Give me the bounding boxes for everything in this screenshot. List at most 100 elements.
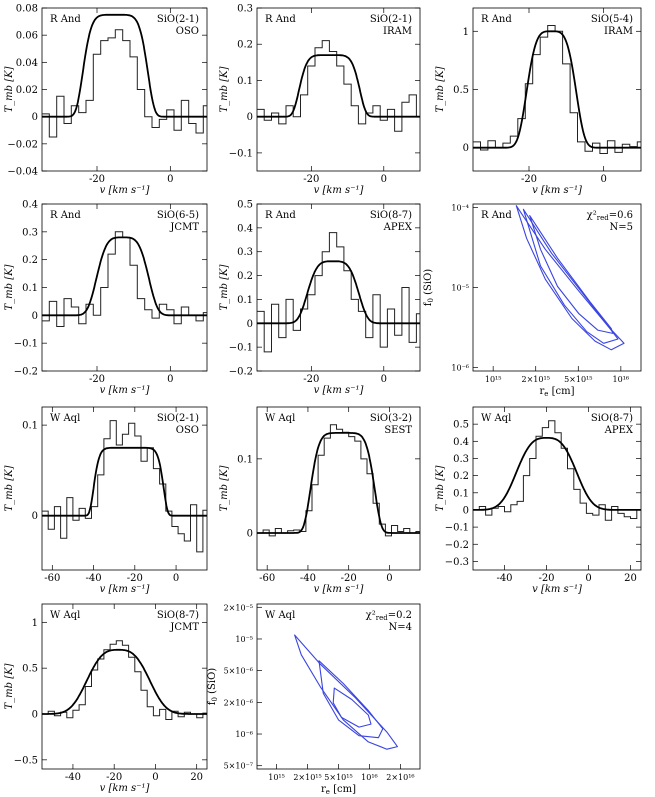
y-tick-label: 0.1: [22, 421, 38, 432]
x-axis-label: v [km s⁻¹]: [532, 584, 582, 595]
chi2-symbol: χ²: [587, 210, 597, 221]
x-tick-label: 10¹⁵: [485, 375, 502, 384]
x-axis-unit: [cm]: [330, 784, 356, 795]
model-profile: [257, 260, 420, 325]
y-tick-label: 0: [247, 319, 253, 330]
x-tick-label: -20: [341, 573, 357, 584]
observed-spectrum: [473, 25, 641, 154]
x-axis-label: re [cm]: [539, 386, 574, 398]
x-tick-label: 10¹⁵: [268, 773, 285, 782]
transition-label: SiO(3-2): [370, 413, 412, 424]
observed-spectrum: [42, 420, 207, 553]
y-tick-label: 0: [32, 710, 38, 721]
x-axis-label: re [cm]: [321, 784, 356, 796]
y-axis-label: T_mb [K]: [219, 465, 230, 511]
x-axis-label: v [km s⁻¹]: [100, 385, 150, 396]
chi2-subscript: red: [376, 614, 388, 622]
y-tick-label: 0.06: [16, 31, 38, 42]
y-axis-label: T_mb [K]: [4, 663, 15, 709]
confidence-contour: [318, 660, 384, 739]
x-axis-label: v [km s⁻¹]: [314, 584, 364, 595]
panel-frame: [41, 603, 208, 770]
y-tick-label: 0.2: [453, 471, 469, 482]
x-tick-label: -20: [521, 174, 537, 185]
y-axis-unit: (SiO): [207, 668, 218, 697]
x-tick-label: 0: [381, 374, 387, 385]
x-tick-label: -20: [538, 573, 554, 584]
telescope-label: APEX: [604, 425, 634, 436]
panel-4: -20 0 −0.2 −0.1 0 0.1 0.2 0.3 0.4 R And SiO(6-5)JC…: [4, 200, 208, 396]
y-axis-symbol: f: [207, 700, 218, 705]
confidence-contour: [332, 687, 372, 728]
y-tick-label: 0.4: [22, 200, 38, 211]
x-axis-label: v [km s⁻¹]: [532, 185, 582, 196]
y-axis-label: T_mb [K]: [435, 465, 446, 511]
model-profile: [257, 54, 420, 118]
x-axis-label: v [km s⁻¹]: [314, 185, 364, 196]
y-tick-label: 0: [32, 112, 38, 123]
model-profile: [42, 648, 207, 715]
star-label: R And: [265, 210, 296, 221]
x-tick-label: -40: [496, 573, 512, 584]
y-tick-label: 0: [32, 511, 38, 522]
y-tick-label: 10⁻⁶: [235, 730, 253, 739]
y-tick-label: 0.02: [16, 85, 38, 96]
star-label: R And: [50, 210, 81, 221]
y-tick-label: −0.1: [229, 343, 253, 354]
y-tick-label: 0: [463, 505, 469, 516]
transition-label: SiO(8-7): [591, 413, 633, 424]
x-tick-label: -40: [65, 772, 81, 783]
y-tick-label: 0.3: [453, 454, 469, 465]
x-axis-label: v [km s⁻¹]: [100, 584, 150, 595]
confidence-contour: [529, 215, 614, 334]
y-tick-label: 0.3: [237, 247, 253, 258]
y-tick-label: −0.2: [445, 540, 469, 551]
x-tick-label: 20: [190, 772, 203, 783]
confidence-contour: [515, 205, 625, 351]
chi2-subscript: red: [597, 214, 609, 222]
y-tick-label: 0.3: [237, 4, 253, 15]
npoints-label: N=4: [389, 622, 413, 633]
y-tick-label: 0.04: [16, 58, 38, 69]
y-tick-label: 10⁻⁴: [451, 203, 469, 212]
confidence-contour: [294, 634, 398, 750]
x-tick-label: 2×10¹⁵: [522, 375, 550, 384]
y-tick-label: −0.2: [229, 367, 253, 378]
y-tick-label: 0: [463, 143, 469, 154]
y-axis-unit: (SiO): [423, 269, 434, 298]
y-tick-label: 5×10⁻⁷: [224, 762, 253, 771]
chi2-symbol: χ²: [366, 610, 376, 621]
y-tick-label: 0.5: [453, 85, 469, 96]
panel-frame: [41, 406, 208, 571]
chi2-label: χ²red=0.2: [366, 610, 412, 622]
y-axis-subscript: 0: [427, 298, 435, 302]
panel-8: -60 -40 -20 0 0 0.1 W Aql SiO(3-2)SEST v [km s⁻¹…: [219, 406, 421, 595]
y-axis-label: T_mb [K]: [435, 66, 446, 112]
x-tick-label: -20: [303, 174, 319, 185]
panel-frame: [256, 203, 421, 372]
transition-label: SiO(8-7): [157, 610, 199, 621]
observed-spectrum: [42, 29, 207, 138]
x-axis-symbol: r: [321, 784, 326, 795]
star-label: R And: [481, 210, 512, 221]
y-tick-label: 0.4: [453, 437, 469, 448]
telescope-label: IRAM: [604, 26, 633, 37]
model-profile: [42, 13, 207, 118]
panel-7: -60 -40 -20 0 0 0.1 W Aql SiO(2-1)OSO v [km s⁻¹]…: [4, 406, 208, 595]
y-axis-label: T_mb [K]: [4, 264, 15, 310]
model-profile: [473, 30, 641, 149]
x-tick-label: 0: [600, 174, 606, 185]
x-tick-label: 0: [585, 573, 591, 584]
x-tick-label: -60: [44, 573, 60, 584]
y-tick-label: 0.1: [237, 295, 253, 306]
x-tick-label: 2×10¹⁶: [386, 773, 414, 782]
y-tick-label: 5×10⁻⁶: [224, 667, 253, 676]
x-tick-label: -60: [259, 573, 275, 584]
y-tick-label: 0.1: [237, 76, 253, 87]
x-axis-unit: [cm]: [548, 386, 574, 397]
panel-frame: [472, 406, 642, 571]
y-tick-label: −0.5: [14, 755, 38, 766]
x-tick-label: -20: [89, 374, 105, 385]
y-tick-label: 0.3: [22, 227, 38, 238]
